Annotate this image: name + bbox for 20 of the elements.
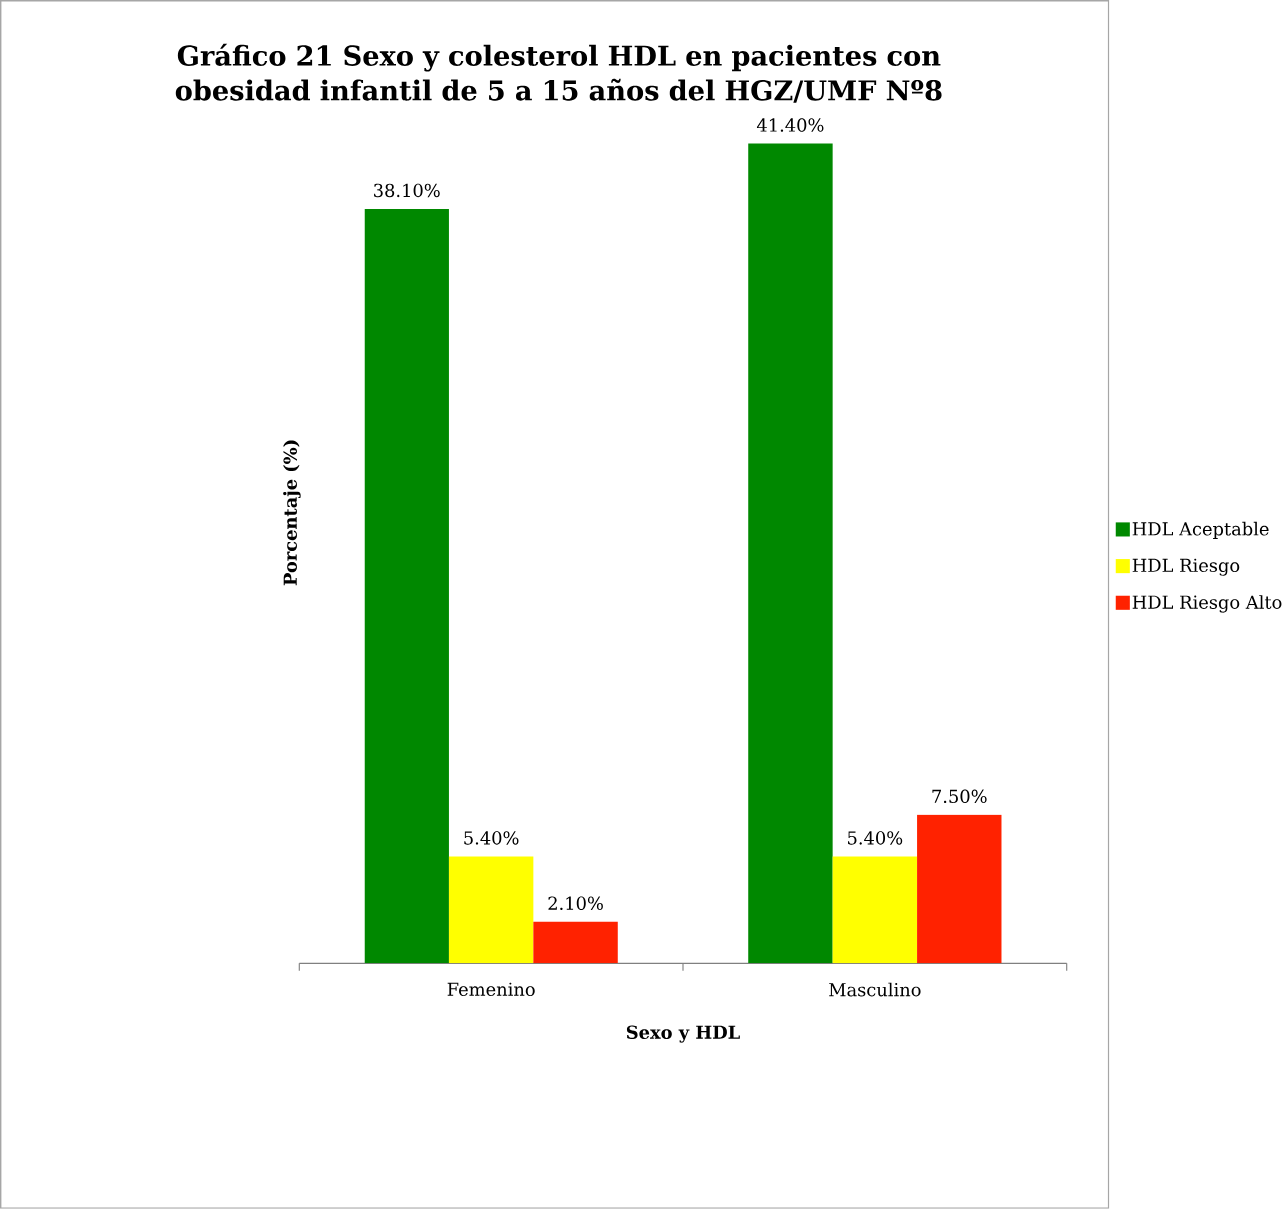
- bar: [364, 208, 449, 964]
- bar: [533, 921, 618, 964]
- legend-label: HDL Riesgo: [1132, 558, 1240, 576]
- data-label: 2.10%: [548, 896, 603, 911]
- legend-label: HDL Riesgo Alto: [1132, 595, 1282, 613]
- x-axis-title: Sexo y HDL: [626, 1025, 740, 1043]
- data-label: 41.40%: [756, 118, 824, 132]
- x-tick-label: Masculino: [829, 982, 921, 997]
- data-label: 5.40%: [464, 831, 519, 845]
- data-label: 38.10%: [374, 183, 440, 198]
- chart-title: Gráfico 21 Sexo y colesterol HDL en pacientes con obesidad infantil de 5 a 15 años del HGZ/UMF Nº8: [175, 43, 942, 103]
- bar: [748, 143, 833, 964]
- data-label: 7.50%: [932, 789, 987, 804]
- bar: [917, 814, 1002, 964]
- data-label: 5.40%: [848, 831, 903, 845]
- y-axis-title: Porcentaje (%): [283, 440, 301, 586]
- x-tick-label: Femenino: [447, 982, 535, 997]
- bar: [832, 856, 918, 964]
- bar: [448, 856, 534, 964]
- legend-label: HDL Aceptable: [1132, 521, 1269, 540]
